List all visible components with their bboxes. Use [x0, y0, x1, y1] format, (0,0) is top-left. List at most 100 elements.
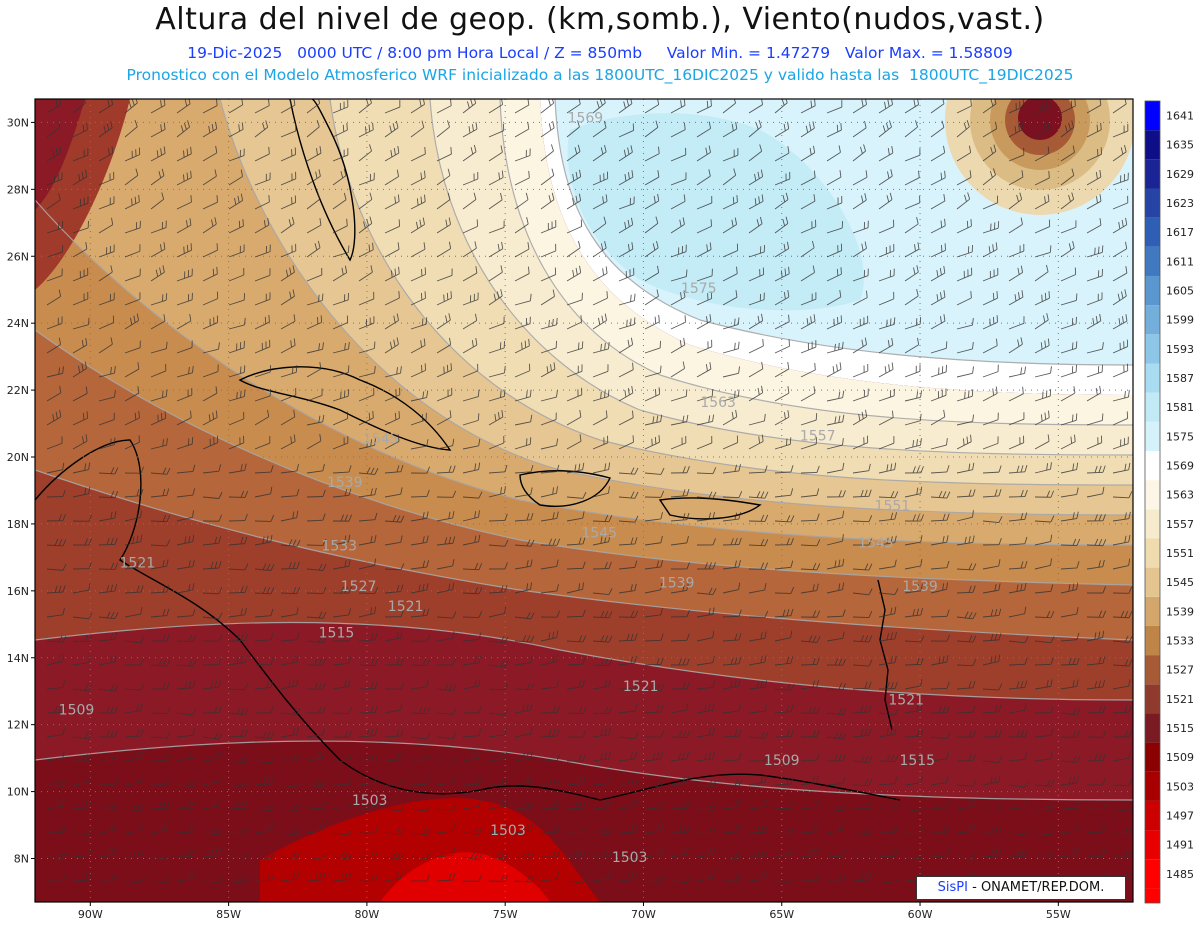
wind-barb [384, 120, 399, 138]
wind-barb [150, 363, 167, 378]
contour-label: 1551 [875, 499, 911, 515]
wind-barb [228, 219, 244, 234]
wind-barb [1060, 413, 1078, 426]
wind-barb [852, 463, 871, 474]
wind-barb [306, 706, 326, 714]
wind-barb [98, 511, 117, 522]
wind-barb [696, 587, 717, 596]
wind-barb [904, 486, 923, 498]
wind-barb [930, 243, 946, 258]
wind-barb [462, 728, 482, 738]
wind-barb [46, 563, 67, 571]
wind-barb [826, 658, 847, 666]
wind-barb [696, 655, 715, 666]
wind-barb [176, 437, 194, 450]
wind-barb [1086, 514, 1106, 522]
wind-barb [644, 801, 664, 810]
wind-barb [540, 438, 559, 450]
wind-barb [124, 466, 145, 474]
wind-barb [488, 365, 506, 378]
wind-barb [202, 217, 217, 234]
wind-barb [800, 729, 820, 738]
wind-barb [254, 99, 270, 114]
wind-barb [540, 340, 557, 354]
wind-barb [982, 144, 997, 162]
wind-barb [852, 801, 872, 810]
wind-barb [72, 196, 89, 210]
wind-barb [774, 683, 795, 691]
wind-barb [696, 99, 712, 114]
wind-barb [98, 562, 119, 570]
contour-label: 1539 [902, 579, 938, 595]
wind-barb [462, 313, 478, 330]
wind-barb [904, 729, 924, 738]
wind-barb [1060, 364, 1077, 378]
wind-barb [644, 780, 665, 788]
wind-barb [124, 292, 141, 306]
band-1515 [35, 470, 1133, 700]
wind-barb [592, 313, 608, 330]
wind-barb [696, 414, 715, 426]
wind-barb [1086, 435, 1103, 450]
wind-barb [696, 848, 716, 858]
wind-barb [904, 852, 925, 860]
wind-barb [488, 486, 506, 498]
wind-barb [254, 120, 269, 138]
wind-barb [332, 245, 350, 258]
wind-barb [150, 192, 165, 210]
wind-barb [852, 728, 872, 738]
wind-barb [462, 99, 477, 114]
wind-barb [774, 538, 794, 546]
wind-barb [618, 362, 634, 378]
wind-barb [150, 682, 170, 690]
wind-barb [1034, 705, 1054, 714]
wind-barb [98, 632, 118, 642]
wind-barb [722, 266, 738, 282]
wind-barb [878, 462, 897, 474]
wind-barb [384, 584, 404, 594]
wind-barb [358, 558, 377, 570]
lon-label: 90W [78, 908, 103, 921]
wind-barb [384, 535, 403, 546]
wind-barb [852, 563, 873, 571]
wind-barb [280, 338, 296, 354]
wind-barb [592, 534, 611, 546]
wind-barb [800, 340, 817, 354]
wind-barb [956, 585, 976, 594]
wind-barb [566, 193, 582, 210]
wind-barb [176, 488, 196, 498]
wind-barb [202, 514, 223, 522]
wind-barb [410, 317, 428, 330]
lat-label: 16N [7, 585, 29, 598]
wind-barb [800, 194, 816, 210]
wind-barb [982, 705, 1002, 714]
wind-barb [462, 171, 479, 186]
wind-barb [358, 606, 377, 618]
wind-barb [1060, 801, 1080, 810]
wind-barb [358, 586, 379, 594]
wind-barb [254, 409, 270, 426]
wind-barb [956, 510, 974, 522]
wind-barb [826, 221, 844, 234]
wind-barb [592, 291, 608, 306]
wind-barb [644, 875, 665, 883]
wind-barb [540, 99, 555, 114]
wind-barb [436, 291, 452, 306]
wind-barb [46, 221, 64, 234]
wind-barb [46, 316, 63, 330]
wind-barb [540, 144, 554, 162]
wind-barb [540, 192, 555, 210]
wind-barb [436, 217, 451, 234]
contour-label: 1515 [899, 753, 935, 769]
wind-barb [618, 537, 638, 546]
wind-barb [332, 389, 350, 402]
wind-barb [98, 337, 113, 354]
wind-barb [1008, 536, 1028, 546]
wind-barb [774, 290, 790, 306]
wind-barb [176, 99, 191, 114]
wind-barb [228, 585, 248, 594]
wind-barb [306, 342, 324, 354]
wind-barb [1060, 538, 1081, 546]
wind-barb [228, 293, 246, 306]
wind-barb [722, 317, 740, 330]
